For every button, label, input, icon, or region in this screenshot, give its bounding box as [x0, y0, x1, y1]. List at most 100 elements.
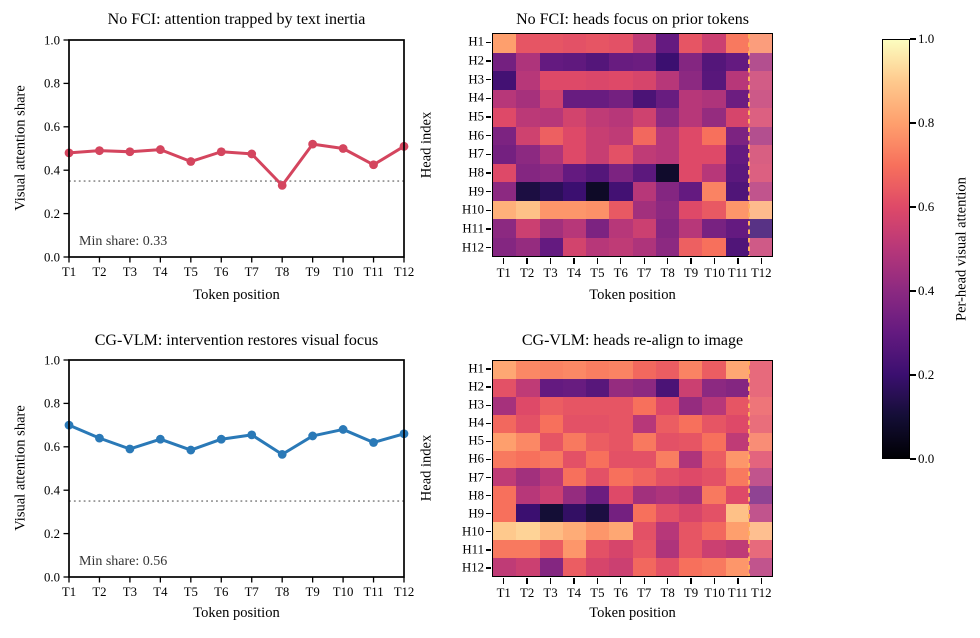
heatmap-cell: [702, 34, 726, 53]
heatmap-cell: [516, 145, 540, 164]
x-tick-label: T10: [333, 265, 354, 279]
x-tick-mark: [549, 258, 552, 264]
heatmap-cell: [632, 34, 656, 53]
heatmap-cell: [679, 71, 703, 90]
x-tick-label: T1: [496, 266, 511, 280]
x-axis-label-no-fci-heatmap: Token position: [589, 287, 676, 303]
heatmap-cell: [655, 540, 679, 559]
y-tick-label: H4: [468, 90, 484, 105]
heatmap-cell: [539, 34, 563, 53]
annotation-min-share-no-fci: Min share: 0.33: [79, 234, 168, 249]
x-tick-mark: [573, 258, 575, 264]
x-tick-mark: [503, 258, 505, 264]
data-point: [125, 444, 135, 454]
heatmap-cell: [725, 486, 749, 505]
heatmap-cell: [679, 200, 703, 219]
heatmap-cell: [748, 34, 772, 53]
y-axis-label-no-fci-line: Visual attention share: [12, 85, 29, 211]
x-tick-label: T11: [363, 265, 383, 279]
heatmap-cell: [632, 237, 656, 256]
heatmap-cell: [586, 200, 610, 219]
heatmap-cell: [748, 558, 772, 576]
chart-title-cg-vlm-line: CG-VLM: intervention restores visual foc…: [94, 332, 379, 349]
heatmap-cell: [632, 540, 656, 559]
heatmap-cell: [679, 432, 703, 451]
heatmap-cell: [632, 182, 656, 201]
heatmap-cell: [493, 182, 517, 201]
y-tick-label: H7: [468, 146, 484, 161]
heatmap-cell: [609, 237, 633, 256]
heatmap-cell: [632, 361, 656, 379]
heatmap-cell: [516, 52, 540, 71]
heatmap-cell: [539, 52, 563, 71]
no-fci-line-plot: T1 T2 T3 T4 T5 T6 T7 T8 T9 T10 T11 T12 0.0 0.2 0.4 0.6 0…: [44, 33, 414, 279]
heatmap-cell: [725, 468, 749, 487]
heatmap-cell: [539, 108, 563, 127]
data-point: [308, 431, 318, 441]
heatmap-cell: [493, 378, 517, 397]
heatmap-cell: [493, 126, 517, 145]
heatmap-cell: [702, 468, 726, 487]
heatmap-cell: [586, 126, 610, 145]
annotation-min-share-cg-vlm: Min share: 0.56: [79, 554, 168, 569]
x-tick-label: T1: [496, 586, 511, 600]
heatmap-cell: [725, 432, 749, 451]
plot-border: [68, 359, 405, 578]
heatmap-cell: [562, 52, 586, 71]
x-tick-mark: [737, 578, 739, 584]
heatmap-cell: [516, 504, 540, 523]
heatmap-cell: [702, 558, 726, 576]
heatmap-cell: [562, 432, 586, 451]
heatmap-cell: [609, 89, 633, 108]
heatmap-cell: [562, 558, 586, 576]
x-tick-label: T9: [683, 266, 699, 280]
y-tick-mark: [485, 228, 491, 230]
heatmap-cell: [562, 486, 586, 505]
heatmap-cell: [493, 89, 517, 108]
heatmap-cell: [493, 558, 517, 576]
heatmap-cell: [586, 361, 610, 379]
heatmap-cell: [655, 200, 679, 219]
x-tick-mark: [713, 258, 716, 264]
cg-vlm-heatmap-grid: [492, 360, 773, 577]
heatmap-cell: [679, 468, 703, 487]
heatmap-cell: [493, 108, 517, 127]
heatmap-cell: [562, 71, 586, 90]
y-tick-label: H5: [468, 109, 484, 124]
x-tick-label: T5: [590, 586, 605, 600]
heatmap-cell: [679, 486, 703, 505]
heatmap-cell: [725, 558, 749, 576]
x-tick-mark: [573, 578, 575, 584]
heatmap-cell: [586, 182, 610, 201]
heatmap-cell: [586, 432, 610, 451]
y-tick-mark: [485, 116, 491, 118]
y-tick-label: H2: [468, 379, 484, 394]
heatmap-cell: [609, 468, 633, 487]
heatmap-cell: [516, 163, 540, 182]
heatmap-cell: [679, 504, 703, 523]
heatmap-cell: [679, 522, 703, 541]
heatmap-cell: [516, 450, 540, 469]
heatmap-cell: [679, 361, 703, 379]
x-tick-label: T12: [750, 586, 772, 600]
heatmap-cell: [493, 414, 517, 433]
heatmap-cell: [539, 378, 563, 397]
heatmap-cell: [632, 558, 656, 576]
heatmap-cell: [702, 504, 726, 523]
x-tick-mark: [596, 258, 599, 264]
heatmap-cell: [562, 145, 586, 164]
heatmap-cell: [493, 540, 517, 559]
heatmap-cell: [493, 468, 517, 487]
heatmap-cell: [725, 182, 749, 201]
heatmap-cell: [748, 200, 772, 219]
heatmap-cell: [609, 200, 633, 219]
heatmap-cell: [609, 522, 633, 541]
heatmap-cell: [493, 486, 517, 505]
heatmap-cell: [562, 414, 586, 433]
x-tick-label: T6: [214, 585, 229, 599]
heatmap-cell: [632, 432, 656, 451]
y-tick-mark: [485, 172, 491, 174]
heatmap-cell: [632, 522, 656, 541]
heatmap-cell: [609, 504, 633, 523]
